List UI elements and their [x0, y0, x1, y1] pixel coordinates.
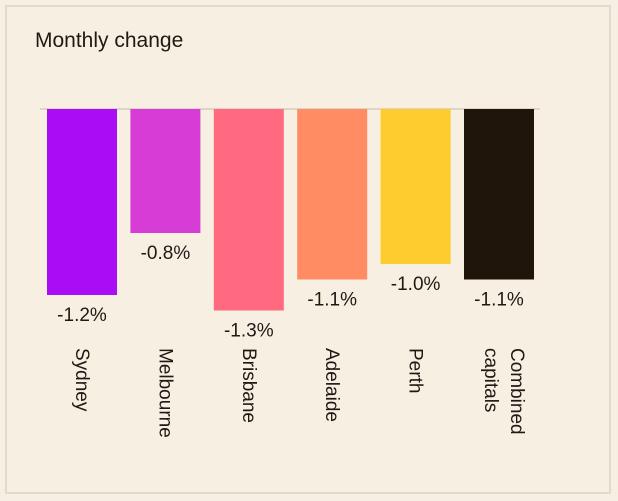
bar-melbourne [130, 109, 201, 233]
value-label-adelaide: -1.1% [307, 290, 357, 311]
category-label-sydney: Sydney [71, 348, 92, 412]
bar-adelaide [297, 109, 368, 280]
bar-sydney [47, 109, 117, 295]
value-labels-group: -1.2% -0.8% -1.3% -1.1% -1.0% -1.1% [57, 243, 524, 342]
category-label-brisbane: Brisbane [238, 348, 259, 423]
bar-combined-capitals [464, 109, 534, 280]
bar-perth [380, 109, 451, 264]
value-label-brisbane: -1.3% [224, 321, 274, 342]
category-label-melbourne: Melbourne [154, 348, 175, 438]
chart-title: Monthly change [35, 29, 184, 52]
category-label-combined-capitals: Combinedcapitals [480, 348, 527, 435]
category-labels-group: Sydney Melbourne Brisbane Adelaide Perth Comb… [71, 348, 527, 438]
value-label-melbourne: -0.8% [141, 243, 191, 264]
bar-brisbane [213, 109, 284, 311]
bars-group [47, 109, 534, 311]
value-label-sydney: -1.2% [57, 305, 107, 326]
value-label-combined-capitals: -1.1% [474, 290, 524, 311]
value-label-perth: -1.0% [391, 274, 441, 295]
category-label-perth: Perth [405, 348, 426, 393]
category-label-adelaide: Adelaide [321, 348, 342, 422]
